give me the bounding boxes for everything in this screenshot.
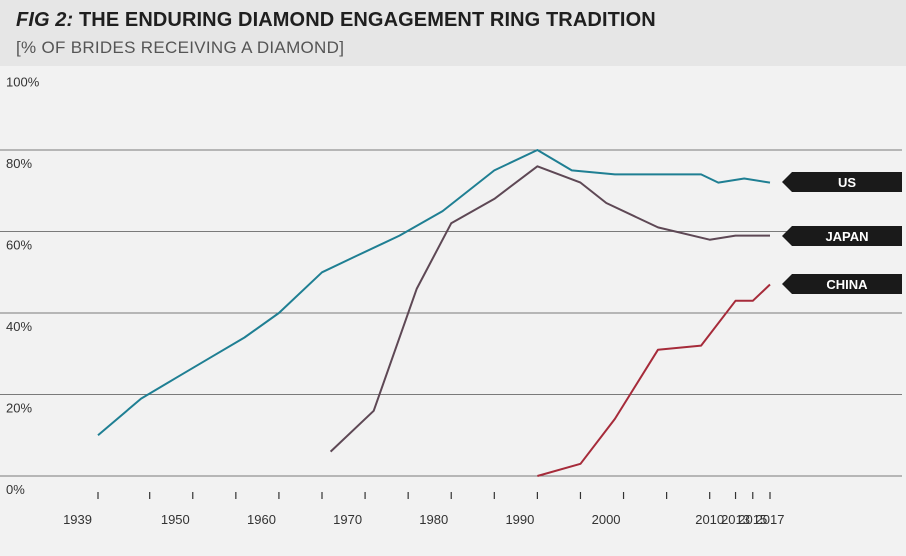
- title-text: THE ENDURING DIAMOND ENGAGEMENT RING TRA…: [78, 9, 656, 31]
- y-tick-label-40: 40%: [6, 319, 32, 334]
- x-tick-label-1970: 1970: [333, 512, 362, 527]
- series-tag-china: [782, 274, 902, 294]
- y-tick-label-0: 0%: [6, 482, 25, 497]
- x-tick-label-2013: 2013: [721, 512, 750, 527]
- series-line-japan: [329, 165, 770, 453]
- series-line-us: [97, 149, 771, 437]
- y-tick-label-60: 60%: [6, 238, 32, 253]
- chart-subtitle: [% OF BRIDES RECEIVING A DIAMOND]: [16, 38, 345, 57]
- plot-area: 0% 20% 40% 60% 80% 100% 1939 1950 1960 1970 1980 19…: [0, 66, 906, 556]
- y-tick-label-20: 20%: [6, 401, 32, 416]
- chart-header: FIG 2: THE ENDURING DIAMOND ENGAGEMENT R…: [0, 0, 906, 66]
- series-label-japan: JAPAN: [825, 229, 868, 244]
- x-tick-label-1950: 1950: [161, 512, 190, 527]
- series-label-china: CHINA: [826, 277, 868, 292]
- x-tick-label-2010: 2010: [695, 512, 724, 527]
- series-tag-japan: [782, 226, 902, 246]
- x-tick-label-2015: 2015: [738, 512, 767, 527]
- x-tick-label-1960: 1960: [247, 512, 276, 527]
- y-tick-label-100: 100%: [6, 75, 40, 90]
- chart-title: FIG 2: THE ENDURING DIAMOND ENGAGEMENT R…: [16, 9, 656, 32]
- series-label-us: US: [838, 175, 856, 190]
- series-line-china: [537, 283, 771, 477]
- figure-label: FIG 2:: [16, 9, 74, 31]
- x-tick-label-1990: 1990: [505, 512, 534, 527]
- series-tag-us: [782, 172, 902, 192]
- x-tick-label-2017: 2017: [756, 512, 785, 527]
- y-tick-label-80: 80%: [6, 156, 32, 171]
- x-tick-label-2000: 2000: [592, 512, 621, 527]
- x-tick-label-1939: 1939: [63, 512, 92, 527]
- line-chart: 0% 20% 40% 60% 80% 100% 1939 1950 1960 1970 1980 19…: [0, 75, 902, 527]
- x-tick-label-1980: 1980: [419, 512, 448, 527]
